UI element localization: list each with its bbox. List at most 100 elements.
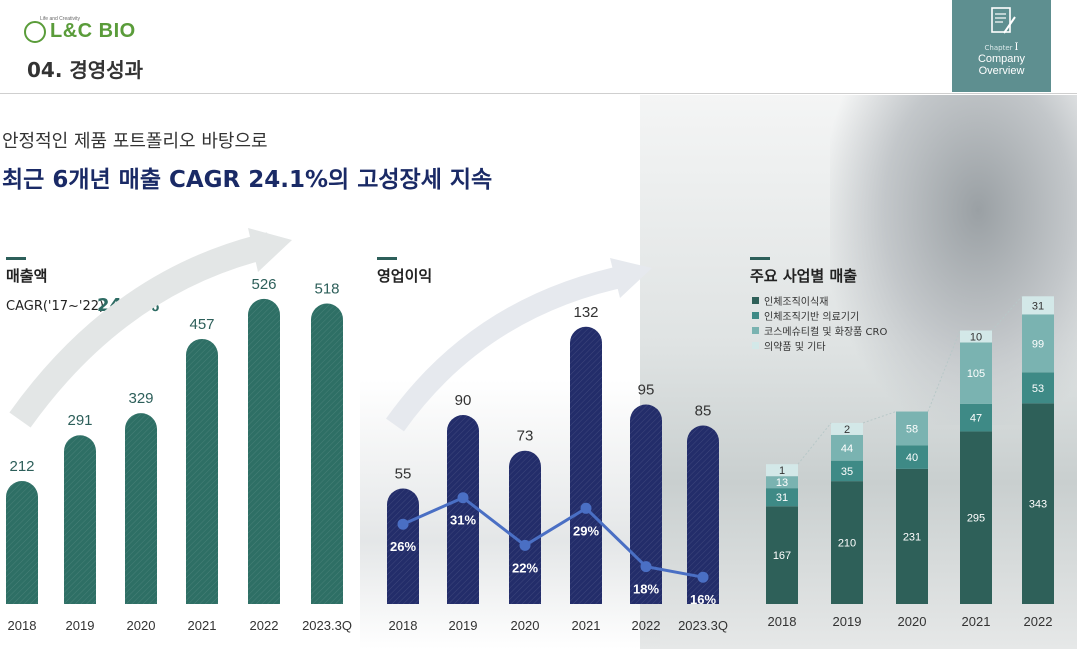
segment-bar (960, 342, 992, 404)
revenue-value-label: 212 (9, 458, 34, 475)
margin-point (697, 571, 709, 583)
segment-bar (960, 403, 992, 432)
segment-bar (896, 445, 928, 469)
x-tick-label: 2023.3Q (678, 618, 728, 633)
x-tick-label: 2018 (8, 618, 37, 633)
op-value-label: 95 (638, 382, 655, 399)
legend-label: 의약품 및 기타 (764, 342, 826, 353)
segment-value-label: 167 (773, 550, 791, 562)
segment-value-label: 35 (841, 466, 853, 478)
op-bar-texture (687, 425, 719, 604)
headline: 최근 6개년 매출 CAGR 24.1%의 고성장세 지속 (2, 167, 493, 193)
x-tick-label: 2021 (188, 618, 217, 633)
header-divider (0, 93, 1077, 94)
segment-value-label: 31 (1032, 300, 1044, 312)
margin-label: 16% (690, 592, 716, 607)
connector-line (862, 411, 897, 424)
op-bar-texture (447, 415, 479, 604)
segment-legend: 인체조직이식재 인체조직기반 의료기기 코스메슈티컬 및 화장품 CRO 의약품… (752, 293, 887, 353)
segment-value-label: 44 (841, 443, 853, 455)
legend-label: 인체조직기반 의료기기 (764, 312, 860, 323)
x-tick-label: 2020 (127, 618, 156, 633)
margin-label: 22% (512, 560, 538, 575)
revenue-bar-texture (125, 413, 157, 604)
chapter-name-line1: Company (977, 53, 1026, 65)
margin-point (580, 502, 592, 514)
revenue-title-marker (6, 257, 26, 260)
op-bar-texture (509, 450, 541, 604)
x-tick-label: 2023.3Q (302, 618, 352, 633)
margin-label: 26% (390, 539, 416, 554)
segment-bar (831, 481, 863, 604)
segment-value-label: 58 (906, 424, 918, 436)
segment-bar (766, 506, 798, 604)
legend-label: 코스메슈티컬 및 화장품 CRO (764, 327, 888, 338)
revenue-value-label: 329 (128, 390, 153, 407)
segment-value-label: 295 (967, 513, 985, 525)
legend-item: 인체조직이식재 (752, 293, 887, 308)
connector-line (797, 422, 832, 465)
legend-item: 의약품 및 기타 (752, 338, 887, 353)
margin-point (457, 492, 469, 504)
segment-bar (1022, 314, 1054, 373)
margin-point (640, 561, 652, 573)
legend-item: 코스메슈티컬 및 화장품 CRO (752, 323, 887, 338)
x-tick-label: 2021 (572, 618, 601, 633)
revenue-bar-texture (248, 298, 280, 604)
margin-label: 18% (633, 582, 659, 597)
legend-item: 인체조직기반 의료기기 (752, 308, 887, 323)
logo-leaf-icon (24, 20, 46, 43)
section-title: 04. 경영성과 (27, 58, 143, 82)
segment-value-label: 47 (970, 413, 982, 425)
x-tick-label: 2021 (962, 614, 991, 629)
legend-swatch (752, 342, 759, 349)
op-bar-texture (387, 488, 419, 604)
x-tick-label: 2020 (898, 614, 927, 629)
growth-arrow-head (610, 258, 652, 298)
revenue-value-label: 526 (251, 276, 276, 293)
segment-bar (896, 411, 928, 446)
segment-bar (766, 476, 798, 489)
revenue-value-label: 291 (67, 412, 92, 429)
company-logo: L&C BIO (24, 20, 136, 43)
segment-value-label: 343 (1029, 499, 1047, 511)
logo-tagline: Life and Creativity (40, 16, 81, 22)
margin-label: 29% (573, 523, 599, 538)
logo-text: L&C BIO (50, 20, 136, 42)
revenue-bar-texture (6, 481, 38, 604)
segment-bar (1022, 296, 1054, 315)
x-tick-label: 2022 (632, 618, 661, 633)
x-tick-label: 2018 (768, 614, 797, 629)
x-tick-label: 2019 (449, 618, 478, 633)
x-tick-label: 2019 (833, 614, 862, 629)
op-bar-texture (570, 326, 602, 604)
segment-value-label: 105 (967, 368, 985, 380)
op-bar-texture (630, 404, 662, 604)
segment-value-label: 13 (776, 477, 788, 489)
segment-bar (1022, 403, 1054, 604)
chapter-badge: Chapter I Company Overview (952, 0, 1051, 92)
subtitle-line1: 안정적인 제품 포트폴리오 바탕으로 (2, 131, 268, 152)
document-icon (990, 7, 1016, 34)
revenue-chart-title: 매출액 (6, 267, 48, 285)
x-tick-label: 2018 (389, 618, 418, 633)
revenue-value-label: 518 (314, 281, 339, 298)
legend-swatch (752, 327, 759, 334)
revenue-bar-texture (311, 303, 343, 604)
segment-value-label: 1 (779, 465, 785, 477)
legend-swatch (752, 297, 759, 304)
segment-value-label: 31 (776, 492, 788, 504)
growth-arrow-head (248, 228, 292, 272)
op-value-label: 73 (517, 428, 534, 445)
segment-bar (831, 460, 863, 482)
segment-bar (1022, 372, 1054, 404)
chapter-label: Chapter I (984, 42, 1019, 53)
segment-bar (831, 434, 863, 461)
x-tick-label: 2020 (511, 618, 540, 633)
x-tick-label: 2019 (66, 618, 95, 633)
op-value-label: 90 (455, 392, 472, 409)
segment-bar (766, 488, 798, 507)
segment-bar (960, 431, 992, 604)
op-value-label: 85 (695, 403, 712, 420)
legend-label: 인체조직이식재 (764, 297, 829, 308)
